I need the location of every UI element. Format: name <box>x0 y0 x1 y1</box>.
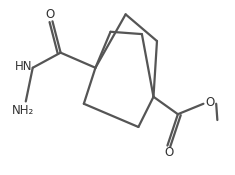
Text: O: O <box>46 8 55 21</box>
Text: NH₂: NH₂ <box>12 104 34 117</box>
Text: O: O <box>164 146 173 159</box>
Text: O: O <box>206 96 215 109</box>
Text: HN: HN <box>15 60 33 73</box>
